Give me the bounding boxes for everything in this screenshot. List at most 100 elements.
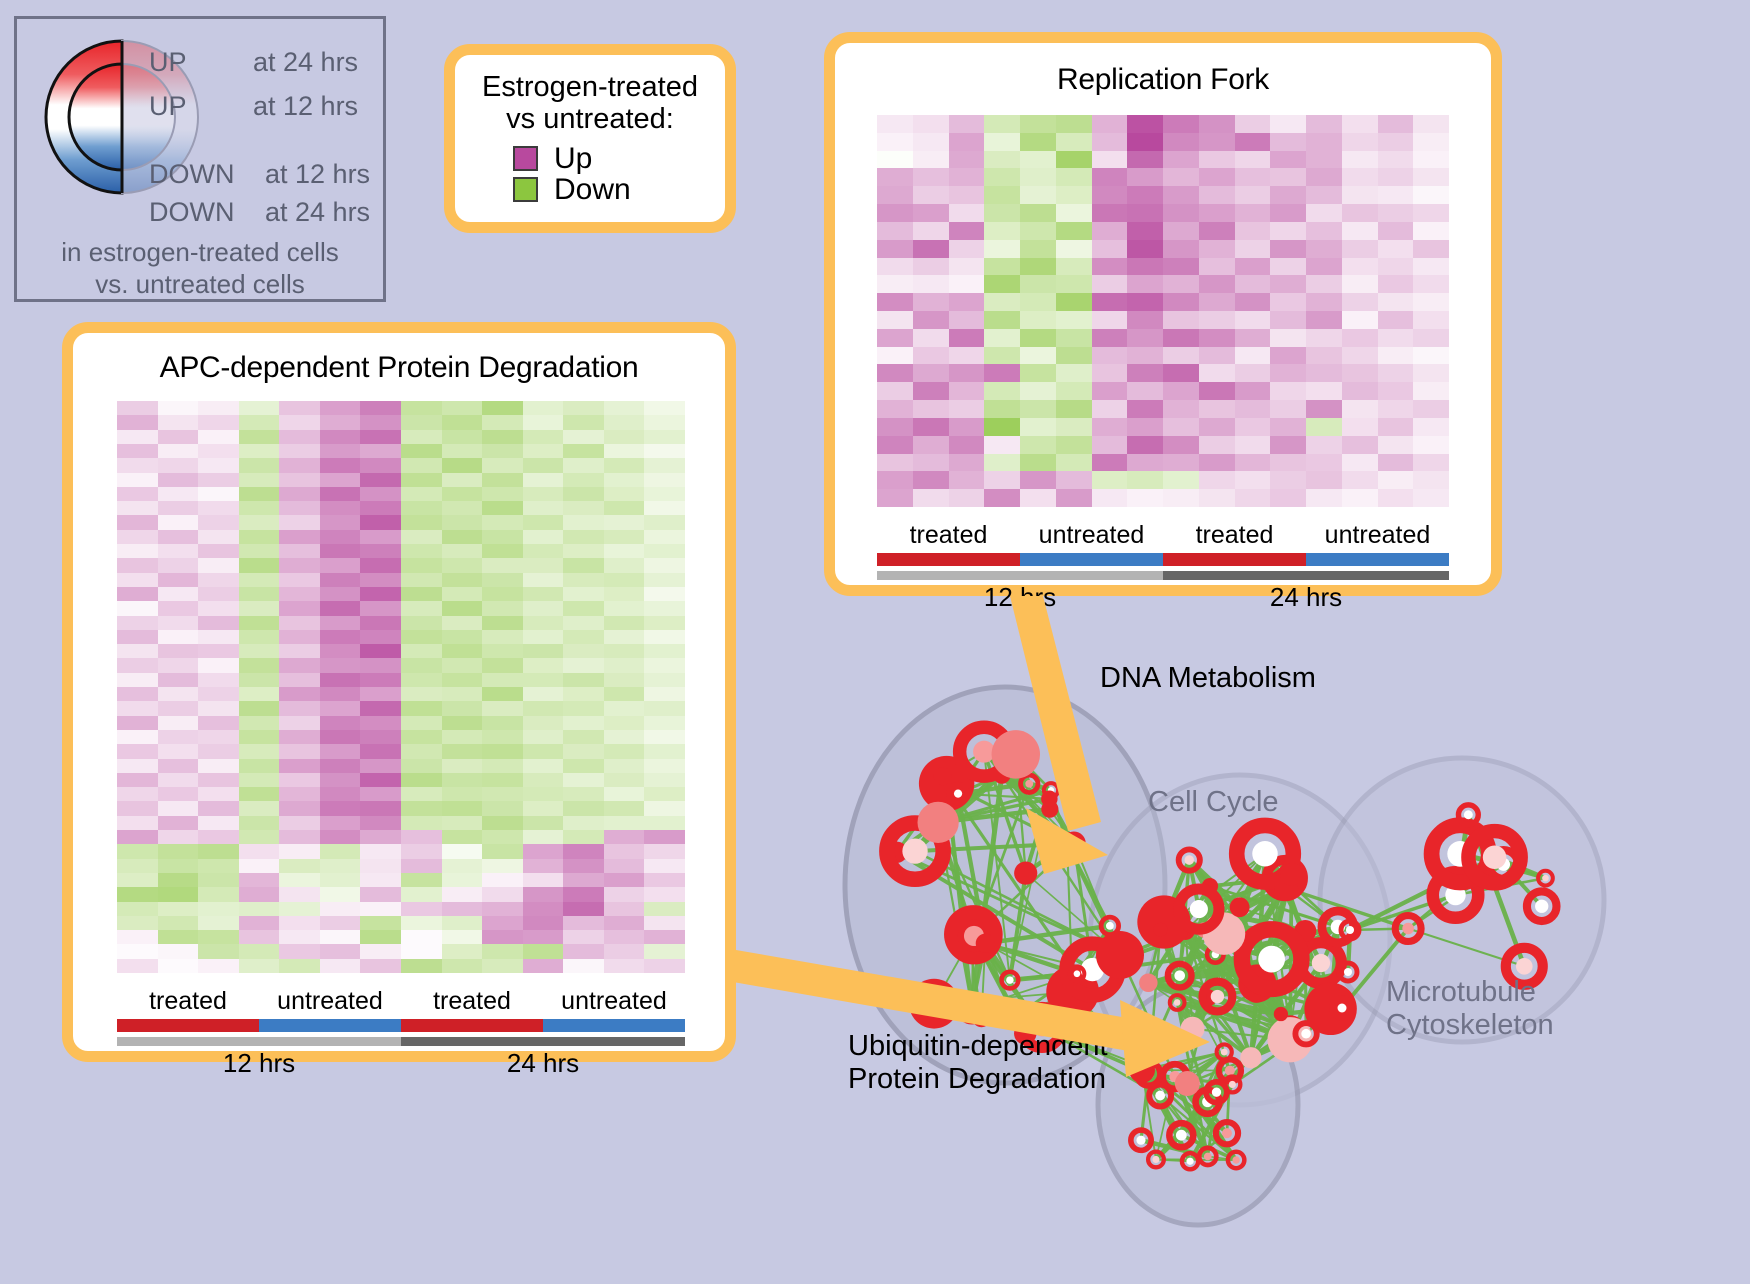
heatmap-cell: [279, 616, 320, 630]
axis-group-bars: [117, 1019, 685, 1032]
heatmap-cell: [1306, 382, 1342, 400]
heatmap-cell: [1378, 240, 1414, 258]
heatmap-cell: [360, 530, 401, 544]
heatmap-cell: [1306, 293, 1342, 311]
heatmap-cell: [1199, 186, 1235, 204]
heatmap-cell: [984, 347, 1020, 365]
heatmap-cell: [158, 744, 199, 758]
heatmap-cell: [279, 487, 320, 501]
heatmap-cell: [158, 601, 199, 615]
heatmap-cell: [1413, 168, 1449, 186]
heatmap-cell: [360, 558, 401, 572]
heatmap-cell: [1342, 311, 1378, 329]
heatmap-cell: [198, 873, 239, 887]
network-node-core: [1483, 845, 1507, 869]
panel-apc-degradation: APC-dependent Protein Degradation treate…: [62, 322, 736, 1062]
heatmap-cell: [482, 859, 523, 873]
heatmap-cell: [1020, 275, 1056, 293]
heatmap-cell: [320, 616, 361, 630]
heatmap-cell: [279, 630, 320, 644]
heatmap-cell: [442, 658, 483, 672]
heatmap-cell: [320, 687, 361, 701]
heatmap-cell: [117, 644, 158, 658]
heatmap-cell: [320, 916, 361, 930]
heatmap-cell: [1378, 115, 1414, 133]
heatmap-cell: [1020, 258, 1056, 276]
axis-group-bar: [1020, 553, 1163, 566]
heatmap-cell: [563, 515, 604, 529]
heatmap-cell: [604, 458, 645, 472]
heatmap-cell: [1378, 293, 1414, 311]
heatmap-cell: [1378, 364, 1414, 382]
heatmap-cell: [1235, 382, 1271, 400]
network-node-core: [1106, 922, 1114, 930]
heatmap-cell: [442, 544, 483, 558]
heatmap-cell: [158, 673, 199, 687]
heatmap-cell: [1092, 222, 1128, 240]
heatmap-cell: [984, 311, 1020, 329]
heatmap-cell: [1163, 240, 1199, 258]
heatmap-cell: [1342, 364, 1378, 382]
heatmap-cell: [563, 673, 604, 687]
heatmap-cell: [158, 558, 199, 572]
heatmap-cell: [523, 430, 564, 444]
heatmap-cell: [1378, 258, 1414, 276]
heatmap-cell: [1306, 329, 1342, 347]
heatmap-cell: [1092, 454, 1128, 472]
heatmap-cell: [239, 558, 280, 572]
heatmap-cell: [1092, 258, 1128, 276]
heatmap-cell: [1127, 240, 1163, 258]
heatmap-cell: [360, 644, 401, 658]
heatmap-cell: [523, 558, 564, 572]
heatmap-cell: [523, 830, 564, 844]
heatmap-cell: [644, 601, 685, 615]
heatmap-cell: [117, 844, 158, 858]
heatmap-cell: [523, 887, 564, 901]
heatmap-cell: [1092, 204, 1128, 222]
heatmap-cell: [949, 204, 985, 222]
heatmap-cell: [604, 801, 645, 815]
heatmap-cell: [239, 887, 280, 901]
network-node-core: [902, 838, 927, 863]
cluster-label-ubiquitin-degradation: Ubiquitin-dependent Protein Degradation: [848, 1030, 1108, 1097]
color-key-footer-line2: vs. untreated cells: [17, 269, 383, 301]
heatmap-cell: [1413, 258, 1449, 276]
heatmap-cell: [913, 364, 949, 382]
heatmap-cell: [1127, 471, 1163, 489]
network-node-core: [1338, 1004, 1347, 1013]
heatmap-cell: [949, 258, 985, 276]
heatmap-cell: [442, 730, 483, 744]
heatmap-cell: [523, 587, 564, 601]
heatmap-cell: [198, 916, 239, 930]
heatmap-cell: [563, 930, 604, 944]
heatmap-cell: [279, 644, 320, 658]
heatmap-cell: [401, 401, 442, 415]
heatmap-cell: [320, 873, 361, 887]
heatmap-cell: [1413, 382, 1449, 400]
heatmap-cell: [913, 329, 949, 347]
heatmap-cell: [1342, 240, 1378, 258]
heatmap-cell: [1235, 329, 1271, 347]
heatmap-replication-fork: [877, 115, 1449, 507]
heatmap-cell: [482, 959, 523, 973]
heatmap-cell: [913, 400, 949, 418]
heatmap-cell: [563, 787, 604, 801]
heatmap-cell: [482, 530, 523, 544]
heatmap-cell: [117, 730, 158, 744]
heatmap-cell: [1199, 418, 1235, 436]
heatmap-cell: [1413, 293, 1449, 311]
heatmap-cell: [442, 744, 483, 758]
heatmap-cell: [604, 701, 645, 715]
heatmap-cell: [360, 415, 401, 429]
heatmap-cell: [482, 687, 523, 701]
color-key-row-0-time: at 24 hrs: [253, 47, 358, 78]
heatmap-cell: [1306, 258, 1342, 276]
heatmap-cell: [1199, 400, 1235, 418]
heatmap-cell: [1306, 418, 1342, 436]
network-node: [1181, 1017, 1205, 1041]
heatmap-cell: [279, 916, 320, 930]
heatmap-cell: [158, 902, 199, 916]
axis-group-bar: [259, 1019, 401, 1032]
heatmap-cell: [563, 601, 604, 615]
